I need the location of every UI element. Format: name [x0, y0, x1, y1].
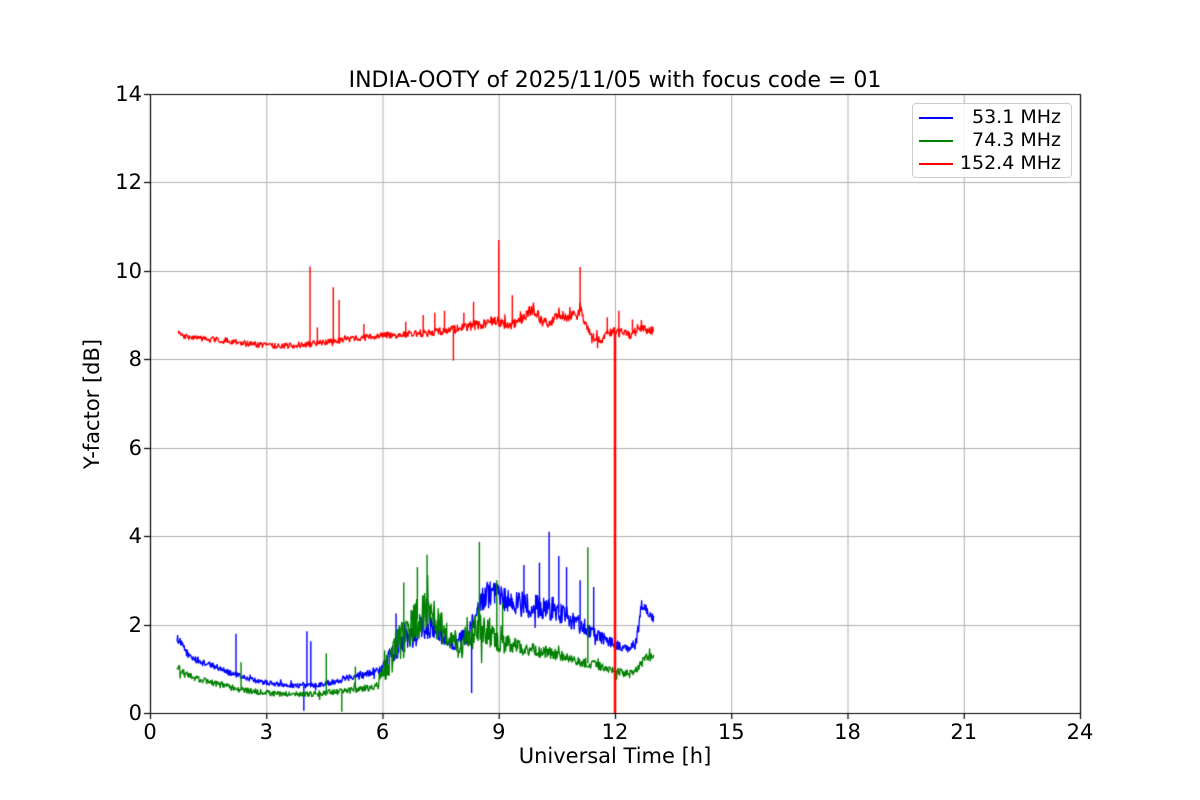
x-tick-label: 15 — [717, 720, 745, 744]
x-tick-label: 0 — [143, 720, 157, 744]
x-tick-label: 18 — [834, 720, 861, 744]
legend-line-blue-icon — [919, 116, 953, 119]
y-tick-label: 10 — [115, 258, 142, 283]
y-tick-label: 14 — [115, 82, 142, 106]
y-tick-label: 8 — [128, 347, 142, 372]
y-tick-label: 2 — [128, 612, 142, 637]
legend-label: 152.4 MHz — [959, 152, 1061, 174]
x-tick-label: 12 — [601, 720, 629, 744]
x-tick-label: 21 — [950, 720, 978, 744]
legend-label: 74.3 MHz — [972, 129, 1061, 151]
x-tick-label: 3 — [259, 720, 273, 744]
y-tick-label: 0 — [128, 701, 142, 725]
x-tick-label: 6 — [375, 720, 390, 744]
legend-item-53-1-mhz: 53.1 MHz — [919, 106, 1061, 129]
y-axis-label: Y-factor [dB] — [80, 338, 104, 470]
y-tick-label: 6 — [128, 435, 142, 460]
legend-line-red-icon — [919, 162, 953, 165]
chart-title: INDIA-OOTY of 2025/11/05 with focus code… — [348, 68, 882, 93]
legend-item-152-4-mhz: 152.4 MHz — [919, 152, 1061, 175]
legend-item-74-3-mhz: 74.3 MHz — [919, 129, 1061, 152]
x-tick-label: 24 — [1066, 720, 1094, 744]
legend: 53.1 MHz 74.3 MHz 152.4 MHz — [912, 103, 1072, 178]
y-tick-label: 12 — [115, 170, 142, 195]
x-tick-label: 9 — [492, 720, 506, 744]
x-axis-label: Universal Time [h] — [518, 744, 712, 768]
legend-line-green-icon — [919, 139, 953, 142]
legend-label: 53.1 MHz — [972, 106, 1061, 128]
y-tick-label: 4 — [128, 524, 142, 549]
